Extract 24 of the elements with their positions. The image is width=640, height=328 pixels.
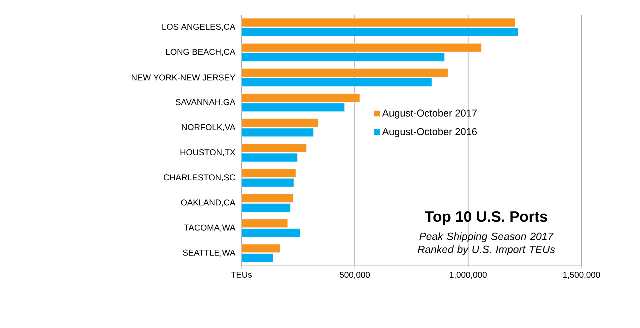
bar xyxy=(242,219,288,228)
x-tick-label: TEUs xyxy=(231,272,252,278)
bar xyxy=(242,43,482,52)
legend-label: August-October 2016 xyxy=(382,128,478,138)
bar xyxy=(242,194,294,203)
y-tick-label: CHARLESTON,SC xyxy=(164,174,236,182)
y-tick-label: SEATTLE,WA xyxy=(183,250,236,257)
legend-label: August-October 2017 xyxy=(382,110,477,119)
y-tick-label: HOUSTON,TX xyxy=(180,150,236,157)
y-tick-label: SAVANNAH,GA xyxy=(176,99,236,106)
bar xyxy=(242,168,296,178)
text: Top 10 U.S. Ports xyxy=(425,212,548,226)
text: Peak Shipping Season 2017 Ranked by U.S. Import TEUs xyxy=(418,232,556,256)
y-tick-label: LONG BEACH,CA xyxy=(166,49,236,56)
x-tick-label: 1,500,000 xyxy=(563,272,600,280)
y-tick-label: NORFOLK,VA xyxy=(182,124,236,132)
bar xyxy=(242,68,448,78)
x-tick-label: 500,000 xyxy=(340,272,370,280)
x-tick-label: 1,000,000 xyxy=(450,272,487,280)
bar xyxy=(242,94,360,102)
y-tick-label: LOS ANGELES,CA xyxy=(162,24,236,32)
y-tick-label: TACOMA,WA xyxy=(184,224,236,232)
y-tick-label: OAKLAND,CA xyxy=(181,200,236,207)
y-tick-label: NEW YORK-NEW JERSEY xyxy=(132,74,236,81)
